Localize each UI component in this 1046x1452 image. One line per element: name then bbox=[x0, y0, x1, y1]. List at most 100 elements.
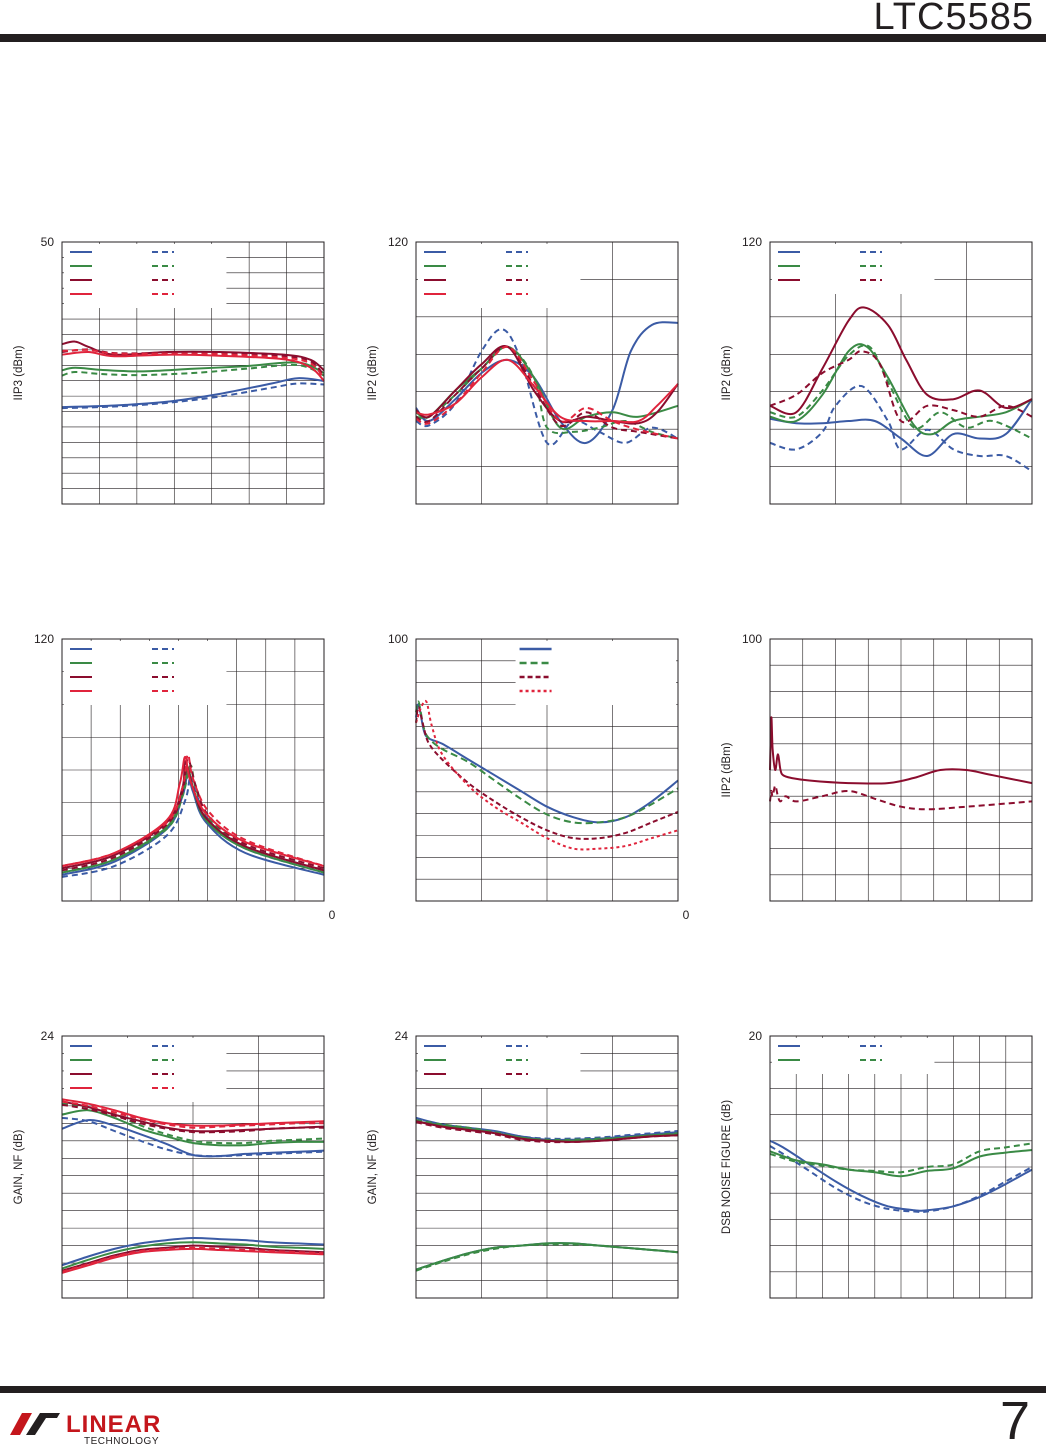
chart-1: 50 IIP3 (dBm) bbox=[13, 235, 325, 505]
series-line-3 bbox=[415, 706, 679, 840]
plot-frame bbox=[61, 241, 325, 505]
y-axis-label: IIP2 (dBm) bbox=[721, 742, 733, 797]
plot-frame bbox=[61, 1035, 325, 1299]
series-line-8 bbox=[61, 348, 325, 379]
chart-8: 24 GAIN, NF (dB) bbox=[367, 1029, 679, 1299]
legend bbox=[64, 641, 227, 705]
y-tick-top: 120 bbox=[34, 632, 54, 646]
series-line-2 bbox=[61, 775, 325, 878]
series-line-8 bbox=[61, 1100, 325, 1129]
series-line-5 bbox=[61, 760, 325, 872]
series-line-5 bbox=[769, 306, 1033, 416]
y-axis-label: IIP2 (dBm) bbox=[367, 345, 379, 400]
chart-9: 20 DSB NOISE FIGURE (dB) bbox=[721, 1029, 1033, 1299]
legend-box bbox=[64, 244, 227, 308]
y-tick-top: 20 bbox=[749, 1029, 763, 1043]
series-line-4 bbox=[415, 699, 679, 851]
series-line-8 bbox=[415, 345, 679, 440]
y-axis-label: DSB NOISE FIGURE (dB) bbox=[721, 1100, 733, 1234]
series-line-5 bbox=[415, 345, 679, 425]
legend bbox=[418, 244, 581, 308]
series-line-9 bbox=[61, 1236, 325, 1267]
series-line-2 bbox=[61, 1116, 325, 1158]
series-line-3 bbox=[61, 1109, 325, 1147]
series-line-2 bbox=[61, 382, 325, 410]
series-line-2 bbox=[769, 384, 1033, 473]
y-tick-top: 100 bbox=[388, 632, 408, 646]
legend bbox=[772, 244, 935, 294]
series-line-1 bbox=[61, 1119, 325, 1158]
y-tick-top: 100 bbox=[742, 632, 762, 646]
legend-box bbox=[64, 641, 227, 705]
legend bbox=[515, 641, 676, 705]
grid bbox=[770, 1036, 1032, 1298]
series-line-6 bbox=[769, 350, 1033, 424]
chart-5: 100 0 bbox=[388, 632, 690, 922]
series-line-4 bbox=[769, 344, 1033, 440]
plot-frame bbox=[415, 241, 679, 505]
y-axis-label: IIP2 (dBm) bbox=[721, 345, 733, 400]
y-axis-label: IIP3 (dBm) bbox=[13, 345, 25, 400]
chart-3: 120 IIP2 (dBm) bbox=[721, 235, 1033, 505]
series-line-5 bbox=[61, 340, 325, 372]
y-tick-top: 24 bbox=[395, 1029, 409, 1043]
series-line-6 bbox=[61, 1103, 325, 1134]
series-line-10 bbox=[61, 1241, 325, 1270]
svg-text:TECHNOLOGY: TECHNOLOGY bbox=[84, 1436, 159, 1445]
page-number: 7 bbox=[999, 1391, 1030, 1451]
footer-rule bbox=[0, 1386, 1046, 1393]
series-line-2 bbox=[769, 784, 1033, 811]
y-axis-label: GAIN, NF (dB) bbox=[367, 1129, 379, 1204]
legend bbox=[772, 1038, 935, 1074]
series-line-3 bbox=[61, 361, 325, 374]
y-tick-top: 120 bbox=[388, 235, 408, 249]
y-tick-bottom: 0 bbox=[683, 908, 690, 922]
series-line-12 bbox=[61, 1247, 325, 1274]
y-tick-top: 50 bbox=[41, 235, 55, 249]
legend-box bbox=[772, 1038, 935, 1074]
series-line-1 bbox=[61, 377, 325, 409]
plot-frame bbox=[415, 638, 679, 902]
part-number: LTC5585 bbox=[873, 0, 1034, 38]
series-line-3 bbox=[769, 1149, 1033, 1178]
y-tick-bottom: 0 bbox=[329, 908, 336, 922]
series-line-4 bbox=[61, 363, 325, 377]
plot-frame bbox=[415, 1035, 679, 1299]
series-line-9 bbox=[415, 1243, 679, 1272]
legend-box bbox=[418, 244, 581, 308]
y-axis-label: GAIN, NF (dB) bbox=[13, 1129, 25, 1204]
chart-4: 120 0 bbox=[34, 632, 336, 922]
legend bbox=[64, 1038, 227, 1102]
y-tick-top: 24 bbox=[41, 1029, 55, 1043]
series-line-6 bbox=[415, 1121, 679, 1144]
series-line-1 bbox=[769, 398, 1033, 457]
series-line-1 bbox=[769, 716, 1033, 785]
series-line-4 bbox=[415, 345, 679, 440]
grid bbox=[770, 639, 1032, 901]
series-line-2 bbox=[415, 700, 679, 825]
grid bbox=[416, 1036, 678, 1298]
series-line-11 bbox=[61, 1244, 325, 1272]
plot-frame bbox=[769, 638, 1033, 902]
plot-frame bbox=[769, 241, 1033, 505]
legend bbox=[64, 244, 227, 308]
series-line-7 bbox=[61, 350, 325, 382]
header-rule bbox=[0, 34, 1046, 42]
legend-box bbox=[64, 1038, 227, 1102]
series-line-13 bbox=[61, 1246, 325, 1273]
legend-box bbox=[515, 641, 676, 705]
series-line-5 bbox=[415, 1120, 679, 1143]
chart-6: 100 IIP2 (dBm) bbox=[721, 632, 1033, 902]
series-line-4 bbox=[415, 1119, 679, 1141]
chart-2: 120 IIP2 (dBm) bbox=[367, 235, 679, 505]
series-line-4 bbox=[769, 1142, 1033, 1174]
series-line-1 bbox=[415, 321, 679, 444]
svg-text:LINEAR: LINEAR bbox=[66, 1411, 161, 1438]
series-line-7 bbox=[61, 1098, 325, 1127]
series-line-2 bbox=[769, 1145, 1033, 1214]
series-line-8 bbox=[61, 753, 325, 868]
plot-frame bbox=[61, 638, 325, 902]
series-line-2 bbox=[415, 328, 679, 446]
series-line-6 bbox=[61, 758, 325, 872]
legend bbox=[418, 1038, 581, 1088]
